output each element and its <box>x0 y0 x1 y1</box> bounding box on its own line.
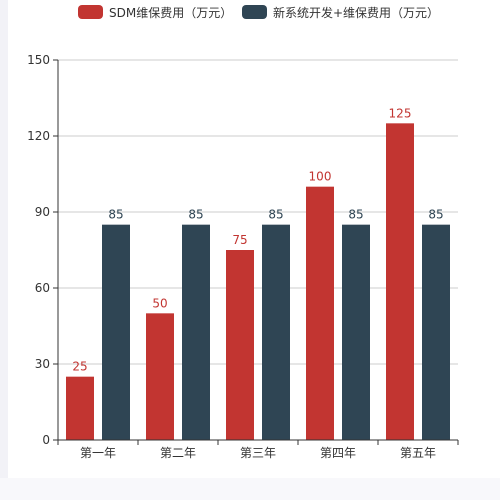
bar-series-1-4[interactable] <box>306 186 334 440</box>
data-label: 75 <box>232 233 247 247</box>
bar-series-2-2[interactable] <box>182 224 210 440</box>
x-tick-label: 第三年 <box>240 446 276 460</box>
legend-swatch-sdm <box>78 5 103 19</box>
bar-series-1-5[interactable] <box>386 123 414 440</box>
bar-series-2-3[interactable] <box>262 224 290 440</box>
x-tick-label: 第一年 <box>80 446 116 460</box>
bar-series-2-4[interactable] <box>342 224 370 440</box>
bar-series-1-3[interactable] <box>226 250 254 440</box>
bars <box>66 123 450 440</box>
axes: 0 30 60 90 120 150 第一年 第二年 第三年 第四年 第五年 <box>27 53 459 460</box>
bottom-margin-strip <box>0 478 500 500</box>
data-label: 85 <box>268 208 283 222</box>
y-tick-label: 120 <box>27 129 50 143</box>
data-label: 85 <box>348 208 363 222</box>
bar-series-2-5[interactable] <box>422 224 450 440</box>
legend-item-new-system[interactable]: 新系统开发+维保费用（万元） <box>242 4 439 20</box>
legend-item-sdm[interactable]: SDM维保费用（万元） <box>78 4 232 20</box>
x-tick-label: 第五年 <box>400 446 436 460</box>
x-tick-label: 第四年 <box>320 446 356 460</box>
y-tick-label: 0 <box>42 433 50 447</box>
y-tick-label: 60 <box>35 281 50 295</box>
legend-swatch-new-system <box>242 5 267 19</box>
data-label: 100 <box>309 170 332 184</box>
bar-series-1-1[interactable] <box>66 376 94 440</box>
x-tick-label: 第二年 <box>160 446 196 460</box>
data-label: 125 <box>389 106 412 120</box>
legend-label-new-system: 新系统开发+维保费用（万元） <box>273 5 440 20</box>
legend: SDM维保费用（万元） 新系统开发+维保费用（万元） <box>0 2 500 22</box>
bar-series-2-1[interactable] <box>102 224 130 440</box>
data-label: 85 <box>188 208 203 222</box>
left-margin-strip <box>0 0 8 500</box>
data-label: 85 <box>428 208 443 222</box>
y-tick-label: 90 <box>35 205 50 219</box>
bar-series-1-2[interactable] <box>146 313 174 440</box>
legend-label-sdm: SDM维保费用（万元） <box>109 5 233 20</box>
data-label: 50 <box>152 296 167 310</box>
y-tick-label: 30 <box>35 357 50 371</box>
data-label: 85 <box>108 208 123 222</box>
y-tick-label: 150 <box>27 53 50 67</box>
data-label: 25 <box>72 360 87 374</box>
data-labels: 25 50 75 100 125 85 85 85 85 85 <box>72 106 443 373</box>
